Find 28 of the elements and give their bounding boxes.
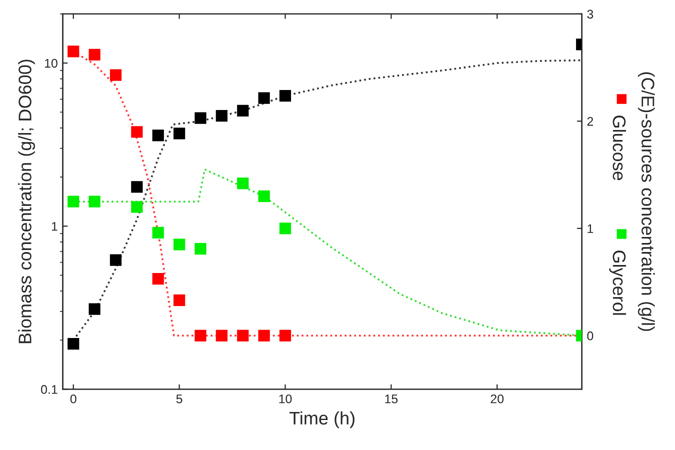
point	[279, 90, 292, 102]
y2-tick-label: 3	[587, 10, 594, 19]
point	[258, 92, 270, 104]
x-tick-label: 5	[176, 394, 182, 404]
point	[131, 181, 143, 193]
y-tick-label: 0.1	[41, 385, 58, 394]
x-axis-title: Time (h)	[289, 411, 354, 428]
y2-tick-label: 1	[588, 224, 594, 233]
point	[152, 130, 164, 142]
point	[68, 338, 80, 350]
point	[110, 254, 122, 266]
y2-axis-title: (C/E)-sources concentration (g/l)	[638, 72, 655, 331]
point	[173, 128, 186, 140]
legend-label: Glucose	[612, 116, 626, 180]
legend-label: Glycerol	[609, 250, 626, 315]
point	[194, 112, 206, 124]
y2-tick-label: 2	[587, 116, 594, 126]
point	[237, 104, 249, 117]
x-tick-label: 0	[70, 394, 76, 404]
x-tick-label: 10	[279, 394, 292, 404]
x-tick-label: 20	[490, 394, 504, 404]
y-tick-label: 1	[52, 222, 58, 231]
y2-tick-label: 0	[587, 331, 594, 340]
y-axis-title: Biomass concentration (g/l; DO600)	[18, 60, 35, 344]
point	[88, 303, 100, 315]
y-tick-label: 10	[44, 58, 58, 68]
point	[216, 110, 228, 122]
x-tick-label: 15	[385, 394, 398, 404]
